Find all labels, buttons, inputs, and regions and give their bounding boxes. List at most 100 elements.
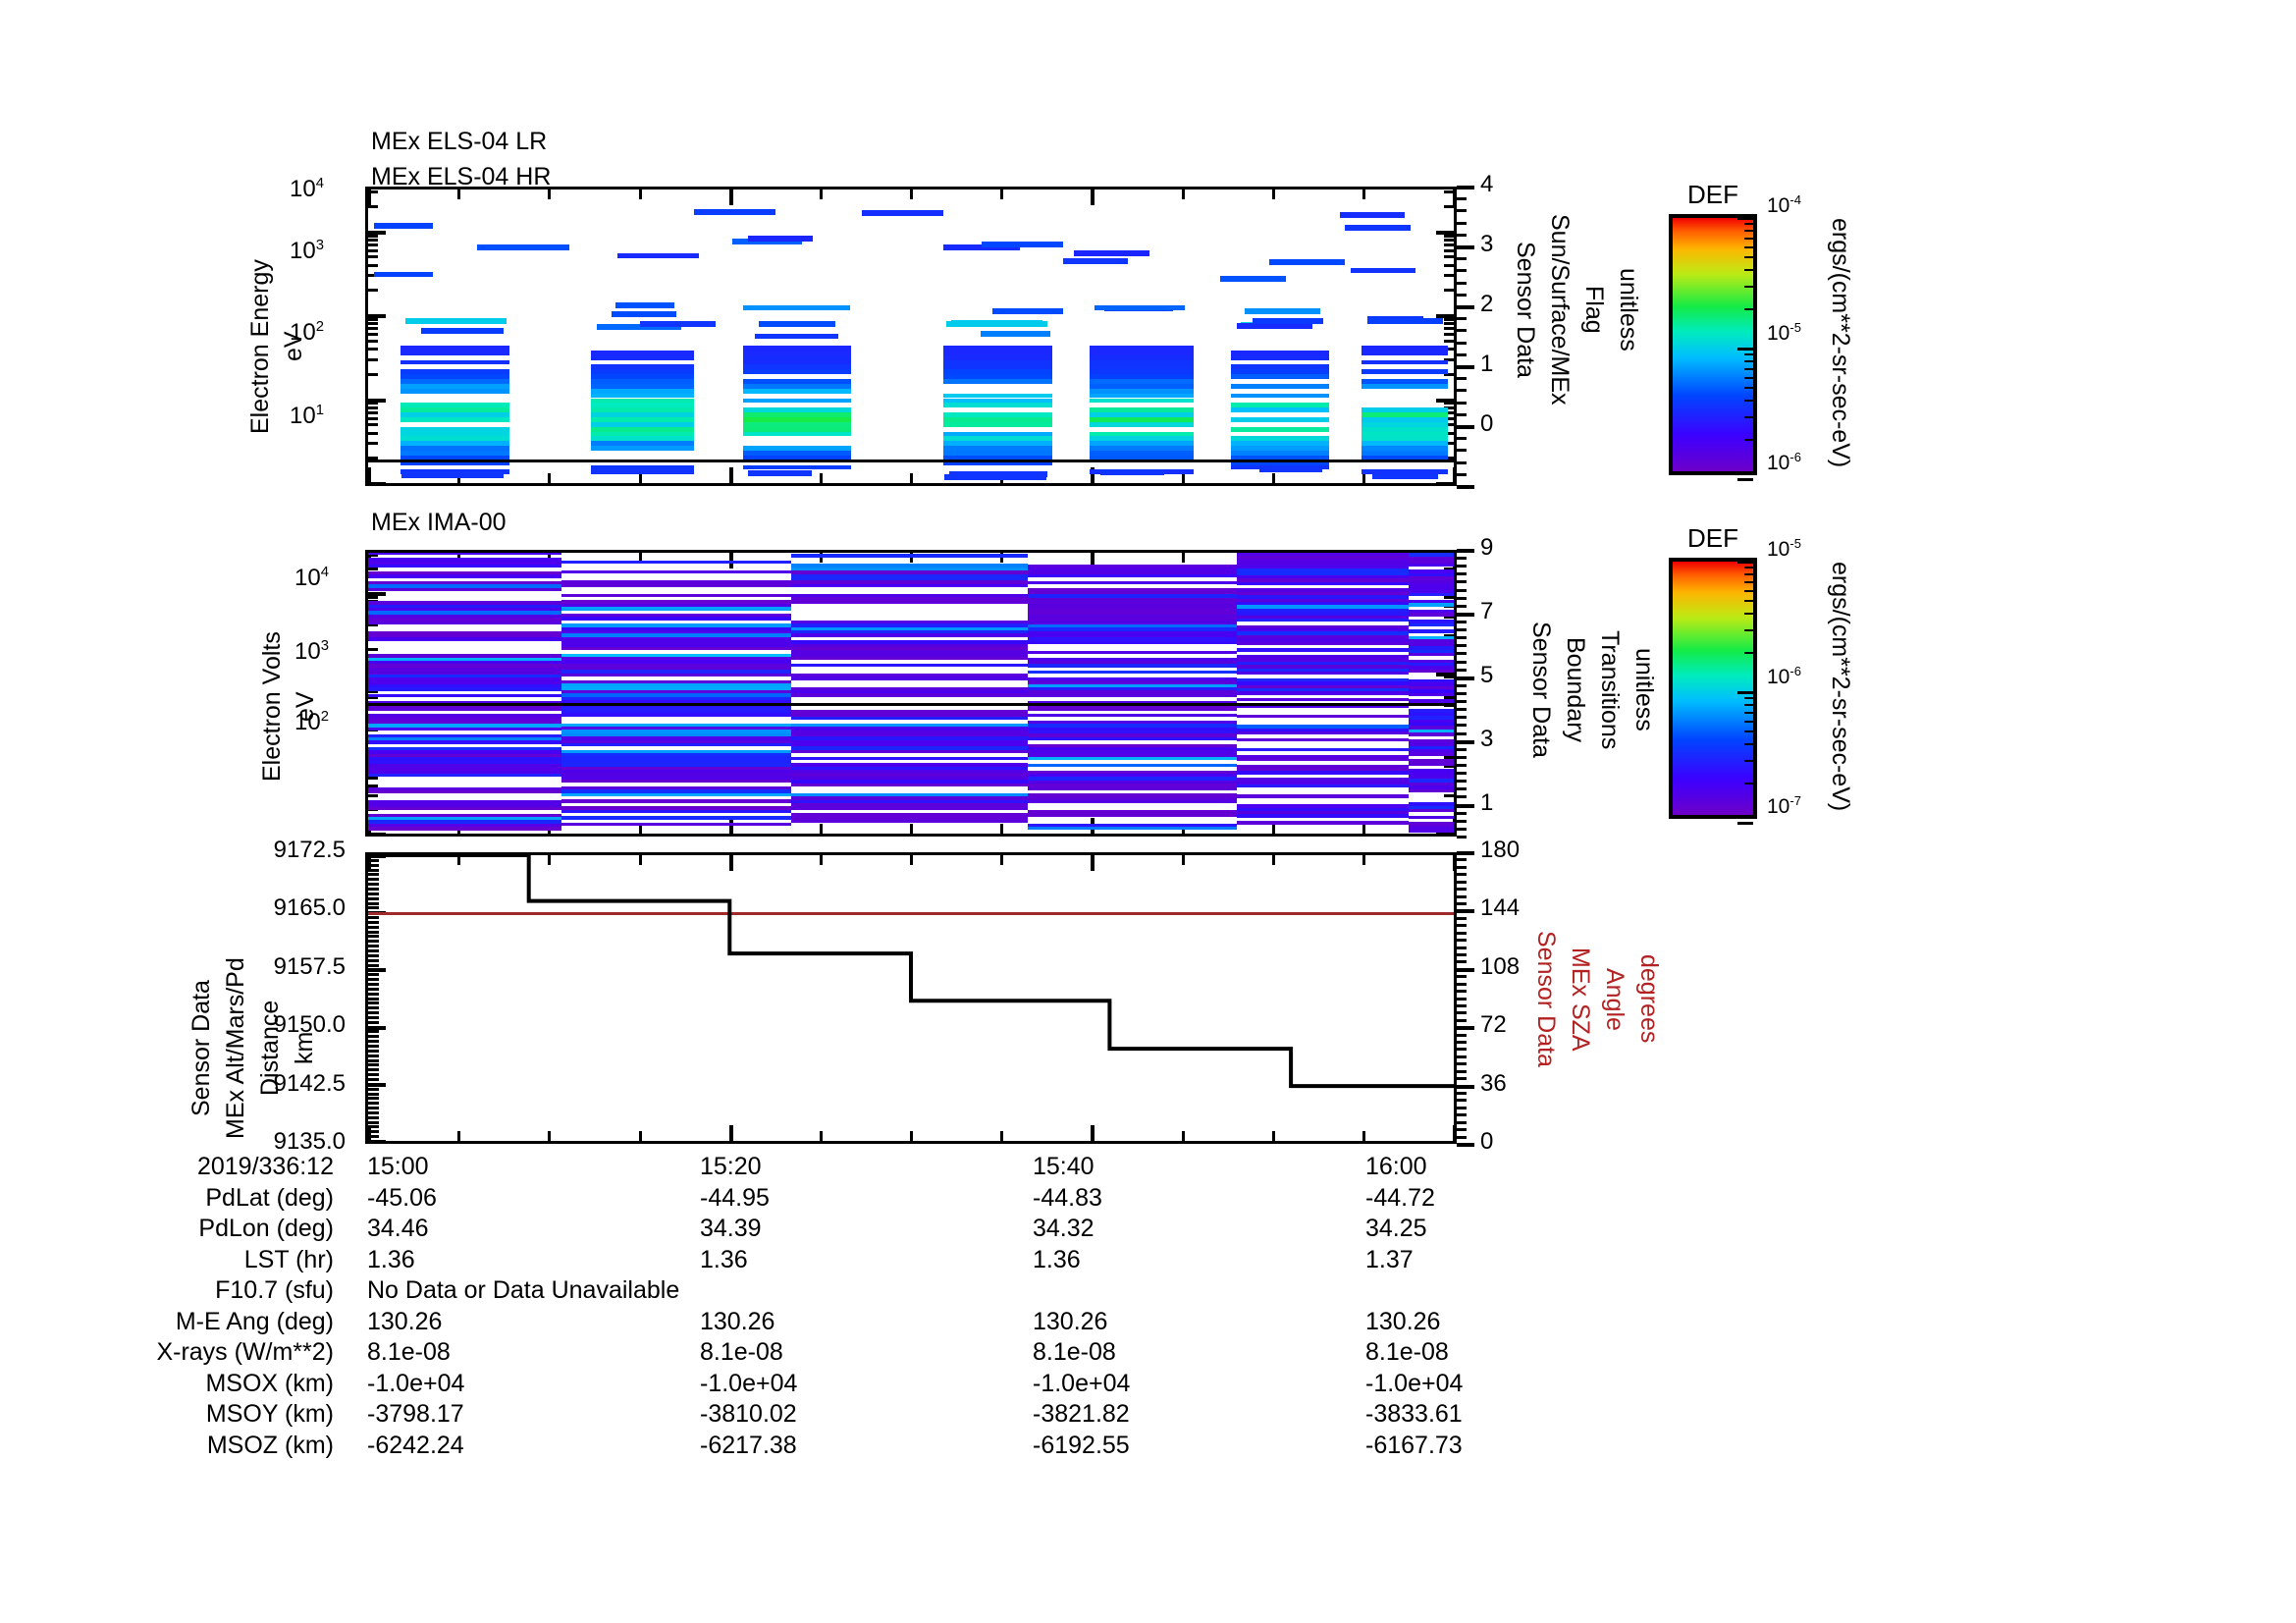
- table-row-value: 1.36: [700, 1245, 748, 1273]
- spectrogram-cell: [590, 416, 694, 422]
- y-tick-right: [1444, 189, 1454, 193]
- spectrogram-cell: [1090, 421, 1194, 427]
- table-row-label: X-rays (W/m**2): [156, 1338, 334, 1366]
- x-tick-top: [1000, 553, 1004, 563]
- spectrogram-cell: [1408, 613, 1454, 617]
- spectrogram-cell: [791, 743, 1029, 747]
- x-tick-bottom: [1453, 467, 1454, 483]
- spectrogram-cell: [368, 657, 561, 662]
- y-tick: [368, 431, 378, 435]
- panel3-y-tick: [368, 868, 379, 872]
- colorbar-tick: [1744, 782, 1753, 784]
- spectrogram-cell: [368, 740, 561, 744]
- spectrogram-cell: [1268, 259, 1346, 266]
- spectrogram-cell: [1236, 322, 1313, 329]
- spectrogram-cell: [561, 809, 792, 813]
- panel1-right-tick: [1457, 329, 1467, 333]
- colorbar2[interactable]: [1669, 558, 1757, 825]
- spectrogram-cell: [791, 573, 1029, 577]
- spectrogram-cell: [791, 713, 1029, 717]
- spectrogram-cell: [1408, 782, 1454, 786]
- spectrogram-cell: [368, 687, 561, 691]
- y-tick-right: [1444, 243, 1454, 246]
- spectrogram-cell: [1090, 431, 1194, 437]
- spectrogram-cell: [791, 783, 1029, 787]
- panel1-plot-area[interactable]: [365, 187, 1457, 486]
- spectrogram-cell: [1236, 601, 1409, 606]
- panel3-right-axis-label: Sensor Data MEx SZA Angle degrees: [1531, 913, 1664, 1091]
- panel1-right-tick: [1457, 281, 1467, 285]
- spectrogram-cell: [368, 727, 561, 731]
- spectrogram-cell: [1231, 450, 1329, 456]
- spectrogram-cell: [590, 407, 694, 413]
- spectrogram-cell: [590, 412, 694, 417]
- spectrogram-cell: [791, 640, 1029, 644]
- spectrogram-cell: [561, 706, 792, 711]
- x-tick-bottom: [1181, 473, 1185, 483]
- spectrogram-cell: [791, 819, 1029, 824]
- table-row-value: 1.36: [367, 1245, 415, 1273]
- panel1-right-tick: [1457, 186, 1474, 189]
- spectrogram-cell: [368, 565, 561, 568]
- panel3-right-tick-label: 36: [1480, 1069, 1507, 1097]
- panel1-right-tick: [1457, 293, 1467, 297]
- panel3-right-tick: [1457, 1055, 1467, 1058]
- spectrogram-cell: [561, 593, 792, 598]
- spectrogram-cell: [1244, 308, 1320, 314]
- spectrogram-cell: [1236, 581, 1409, 586]
- colorbar1[interactable]: [1669, 214, 1757, 481]
- x-tick-bottom: [638, 824, 642, 834]
- spectrogram-cell: [1408, 599, 1454, 604]
- spectrogram-cell: [368, 770, 561, 775]
- spectrogram-cell: [1236, 578, 1409, 582]
- spectrogram-cell: [791, 816, 1029, 820]
- x-tick-bottom: [457, 473, 461, 483]
- spectrogram-cell: [1236, 704, 1409, 709]
- y-tick: [368, 348, 378, 352]
- panel1-right-tick-label: 0: [1480, 410, 1494, 437]
- panel3-y-tick: [368, 1006, 379, 1010]
- spectrogram-cell: [1408, 569, 1454, 573]
- spectrogram-cell: [791, 730, 1029, 733]
- spectrogram-cell: [943, 436, 1052, 442]
- y-tick-right: [1436, 398, 1454, 403]
- spectrogram-cell: [1028, 564, 1237, 568]
- y-tick-right: [1436, 833, 1454, 834]
- spectrogram-cell: [1408, 593, 1454, 597]
- spectrogram-cell: [561, 607, 792, 611]
- spectrogram-cell: [1345, 225, 1411, 232]
- x-tick-bottom: [1362, 473, 1365, 483]
- colorbar-tick: [1737, 561, 1753, 564]
- panel3-ytick-label: 9135.0: [273, 1128, 346, 1155]
- panel3-plot-area[interactable]: [365, 852, 1457, 1144]
- spectrogram-cell: [1408, 636, 1454, 640]
- table-row-value: 8.1e-08: [1365, 1338, 1449, 1366]
- table-time-value: 16:00: [1365, 1153, 1427, 1180]
- spectrogram-cell: [561, 773, 792, 777]
- panel1-ytick-10e1: 101: [290, 403, 324, 429]
- spectrogram-cell: [943, 450, 1052, 456]
- panel2-plot-area[interactable]: [365, 550, 1457, 837]
- y-tick: [368, 776, 378, 780]
- panel3-y-tick: [368, 1130, 379, 1134]
- panel3-y-tick: [368, 863, 379, 867]
- x-tick-top: [819, 855, 823, 865]
- panel3-y-tick: [368, 1073, 379, 1077]
- spectrogram-cell: [791, 756, 1029, 760]
- table-row-value: 8.1e-08: [367, 1338, 451, 1366]
- spectrogram-cell: [400, 403, 509, 408]
- spectrogram-cell: [1408, 716, 1454, 720]
- colorbar1-mid-label: 10-5: [1767, 320, 1801, 345]
- spectrogram-cell: [1408, 822, 1454, 826]
- table-time-value: 15:40: [1033, 1153, 1095, 1180]
- y-tick-right: [1444, 327, 1454, 331]
- colorbar-tick: [1744, 285, 1753, 288]
- colorbar-tick: [1744, 359, 1753, 362]
- y-tick-right: [1444, 348, 1454, 352]
- y-tick: [368, 553, 378, 557]
- colorbar-tick: [1744, 387, 1753, 390]
- spectrogram-cell: [1028, 703, 1237, 708]
- spectrogram-cell: [561, 600, 792, 604]
- y-tick: [368, 406, 378, 409]
- panel1-right-tick-label: 3: [1480, 231, 1494, 257]
